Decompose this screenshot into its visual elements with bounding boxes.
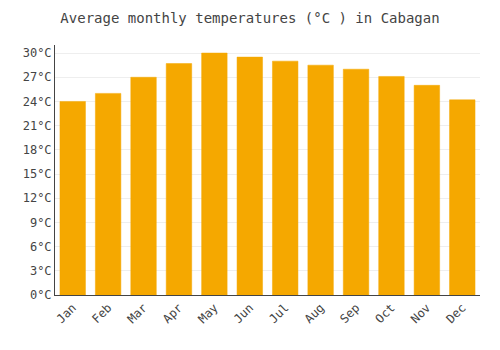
svg-text:12°C: 12°C bbox=[23, 191, 52, 205]
svg-text:Jan: Jan bbox=[54, 301, 79, 326]
svg-text:21°C: 21°C bbox=[23, 119, 52, 133]
svg-text:0°C: 0°C bbox=[30, 288, 52, 302]
svg-text:Sep: Sep bbox=[337, 301, 362, 326]
svg-text:6°C: 6°C bbox=[30, 240, 52, 254]
svg-text:Jun: Jun bbox=[231, 301, 256, 326]
svg-text:May: May bbox=[196, 301, 221, 326]
svg-text:Feb: Feb bbox=[89, 301, 114, 326]
svg-text:30°C: 30°C bbox=[23, 46, 52, 60]
svg-text:27°C: 27°C bbox=[23, 70, 52, 84]
svg-text:Oct: Oct bbox=[373, 301, 398, 326]
svg-text:Mar: Mar bbox=[125, 301, 150, 326]
svg-text:Nov: Nov bbox=[408, 301, 433, 326]
svg-text:Apr: Apr bbox=[160, 301, 185, 326]
svg-text:Aug: Aug bbox=[302, 301, 327, 326]
svg-text:Jul: Jul bbox=[266, 301, 291, 326]
svg-text:9°C: 9°C bbox=[30, 216, 52, 230]
svg-text:Average monthly temperatures (: Average monthly temperatures (°C ) in Ca… bbox=[60, 10, 439, 26]
svg-text:Dec: Dec bbox=[443, 301, 468, 326]
svg-text:24°C: 24°C bbox=[23, 95, 52, 109]
svg-text:15°C: 15°C bbox=[23, 167, 52, 181]
svg-text:3°C: 3°C bbox=[30, 264, 52, 278]
svg-text:18°C: 18°C bbox=[23, 143, 52, 157]
